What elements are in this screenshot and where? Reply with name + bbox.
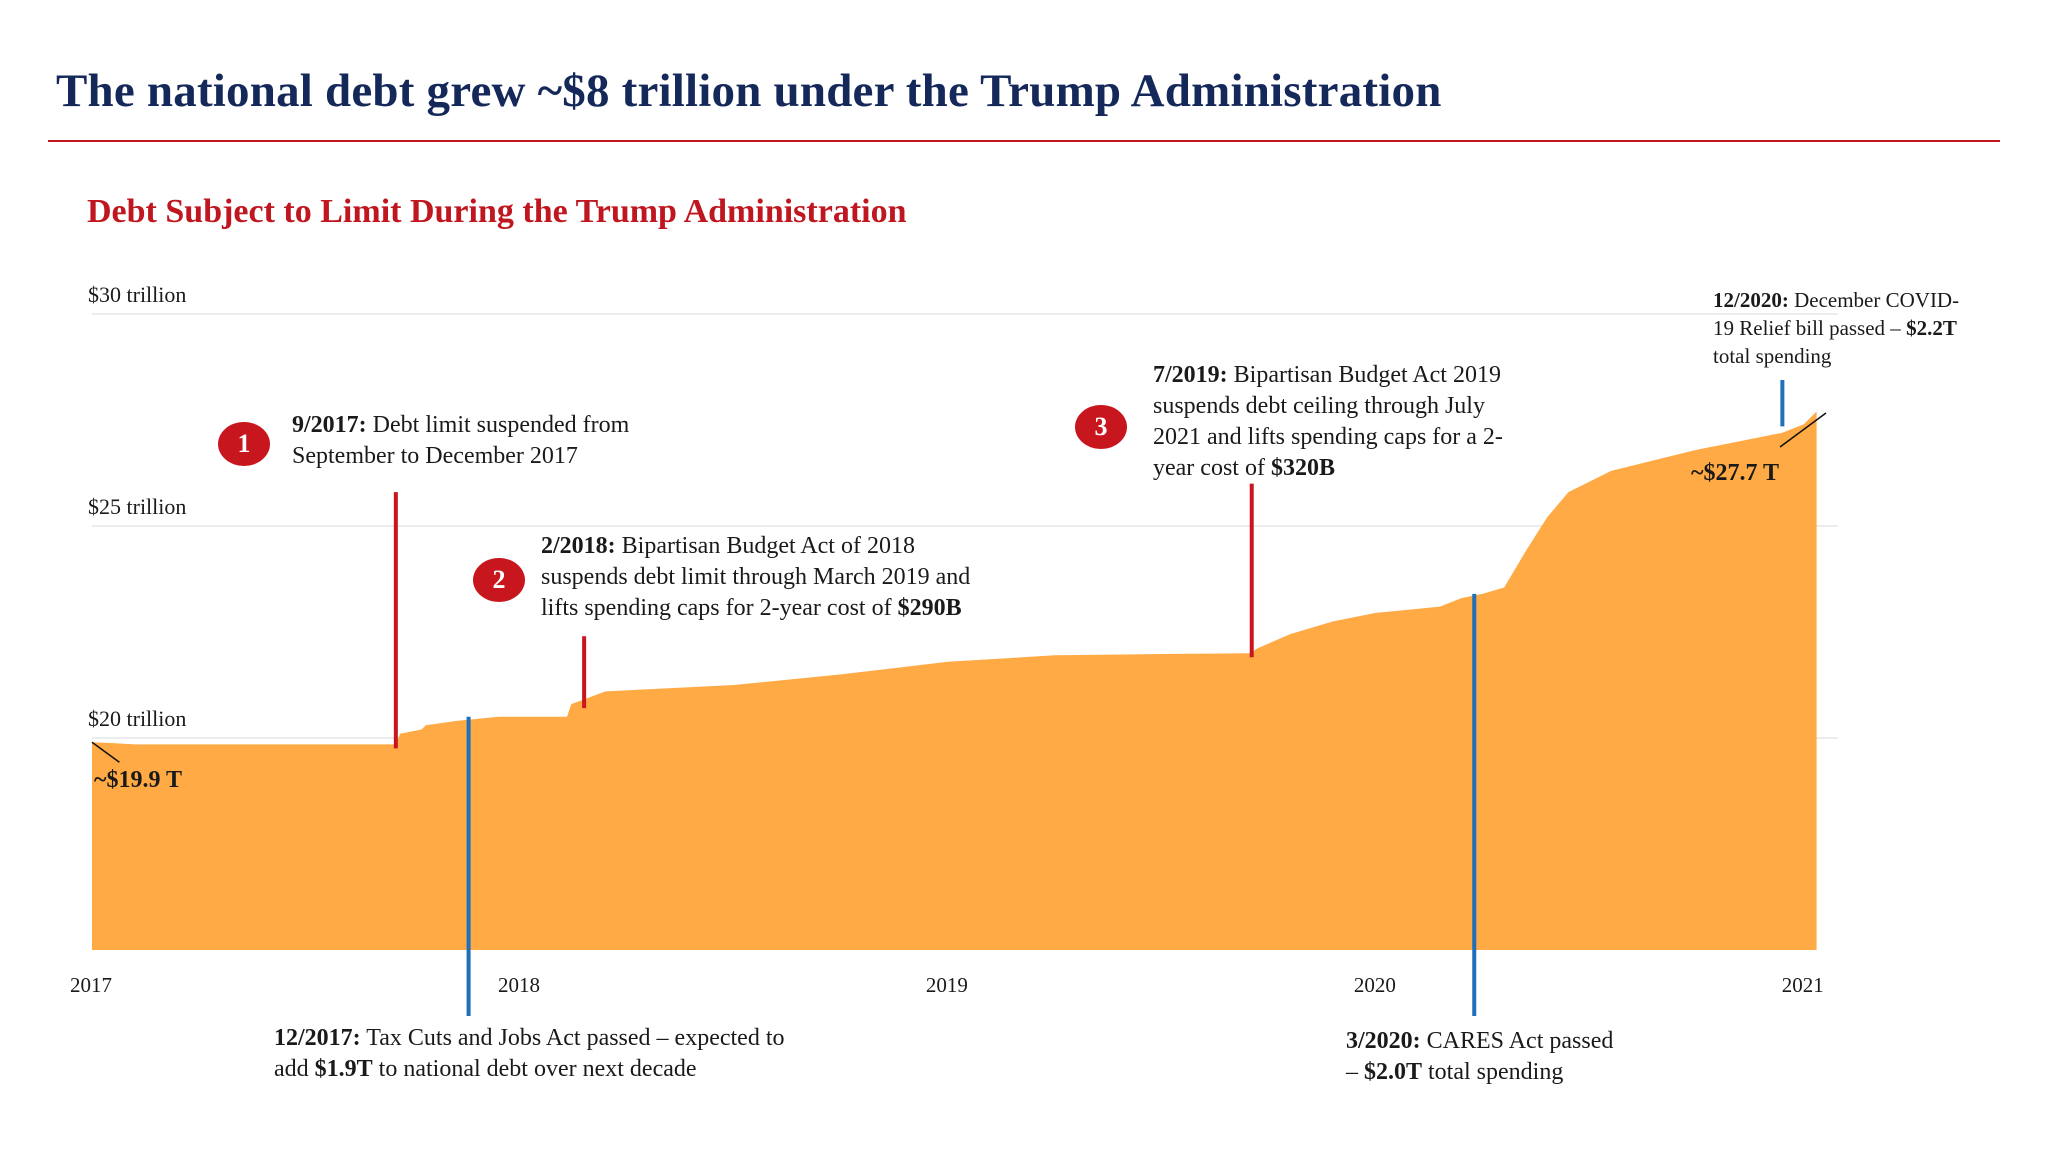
- annotation-text: year cost of: [1153, 455, 1265, 481]
- annotation-text: September to December 2017: [292, 443, 578, 469]
- x-tick-label: 2018: [498, 973, 540, 997]
- annotation-2-2018: 2/2018: Bipartisan Budget Act of 2018 su…: [541, 531, 970, 624]
- title-divider: [48, 140, 2000, 142]
- annotation-date: 9/2017:: [292, 412, 367, 438]
- annotation-text: 19 Relief bill passed –: [1713, 316, 1901, 340]
- annotation-amount: $2.2T: [1906, 316, 1957, 340]
- annotation-text: lifts spending caps for 2-year cost of: [541, 595, 892, 621]
- x-tick-label: 2020: [1354, 973, 1396, 997]
- y-tick-label: $25 trillion: [88, 494, 186, 519]
- debt-area-series: [92, 411, 1817, 950]
- end-label-leader: [1779, 412, 1827, 448]
- annotation-text: add: [274, 1056, 309, 1082]
- chart-title: Debt Subject to Limit During the Trump A…: [87, 193, 907, 230]
- annotation-amount: $290B: [897, 595, 962, 621]
- annotation-date: 2/2018:: [541, 533, 616, 559]
- annotation-amount: $2.0T: [1364, 1059, 1423, 1085]
- annotation-text: Debt limit suspended from: [372, 412, 630, 438]
- annotation-text: total spending: [1428, 1059, 1564, 1085]
- annotation-text: 2021 and lifts spending caps for a 2-: [1153, 424, 1503, 450]
- annotation-text: Bipartisan Budget Act 2019: [1233, 362, 1501, 388]
- annotation-12-2017: 12/2017: Tax Cuts and Jobs Act passed – …: [274, 1023, 785, 1085]
- annotation-12-2020: 12/2020: December COVID- 19 Relief bill …: [1713, 286, 1959, 370]
- annotation-date: 3/2020:: [1346, 1028, 1421, 1054]
- annotation-text: December COVID-: [1794, 288, 1960, 312]
- annotation-text: CARES Act passed: [1426, 1028, 1614, 1054]
- annotation-9-2017: 9/2017: Debt limit suspended from Septem…: [292, 410, 629, 472]
- annotation-3-2020: 3/2020: CARES Act passed – $2.0T total s…: [1346, 1026, 1613, 1088]
- start-label-leader: [91, 741, 120, 763]
- x-tick-label: 2017: [70, 973, 112, 997]
- y-tick-label: $30 trillion: [88, 282, 186, 307]
- page-title: The national debt grew ~$8 trillion unde…: [56, 65, 1442, 117]
- annotation-date: 12/2020:: [1713, 288, 1789, 312]
- annotation-text: –: [1346, 1059, 1358, 1085]
- annotation-text: Bipartisan Budget Act of 2018: [621, 533, 915, 559]
- annotation-amount: $320B: [1270, 455, 1335, 481]
- annotation-text: suspends debt limit through March 2019 a…: [541, 564, 971, 590]
- end-value-label: ~$27.7 T: [1691, 460, 1780, 486]
- event-badge-1-number: 1: [237, 429, 251, 458]
- x-tick-label: 2019: [926, 973, 968, 997]
- start-value-label: ~$19.9 T: [94, 767, 183, 793]
- event-badge-3: 3: [1075, 405, 1127, 449]
- annotation-text: to national debt over next decade: [378, 1056, 697, 1082]
- event-badge-2: 2: [473, 558, 525, 602]
- annotation-date: 12/2017:: [274, 1025, 361, 1051]
- y-tick-label: $20 trillion: [88, 706, 186, 731]
- event-badge-3-number: 3: [1094, 412, 1108, 441]
- annotation-text: total spending: [1713, 344, 1832, 368]
- annotation-text: Tax Cuts and Jobs Act passed – expected …: [366, 1025, 785, 1051]
- annotation-amount: $1.9T: [314, 1056, 373, 1082]
- x-tick-label: 2021: [1782, 973, 1824, 997]
- annotation-text: suspends debt ceiling through July: [1153, 393, 1485, 419]
- annotation-date: 7/2019:: [1153, 362, 1228, 388]
- event-badge-2-number: 2: [492, 565, 506, 594]
- event-badge-1: 1: [218, 422, 270, 466]
- annotation-7-2019: 7/2019: Bipartisan Budget Act 2019 suspe…: [1153, 360, 1503, 484]
